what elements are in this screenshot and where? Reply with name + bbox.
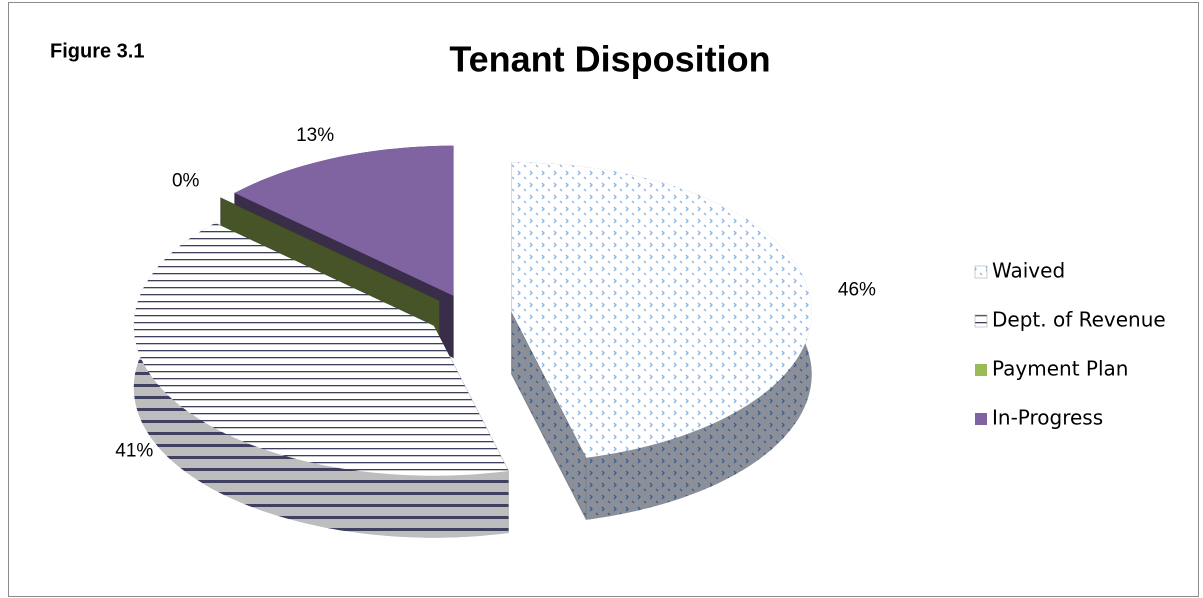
data-label: 13% — [296, 125, 334, 146]
legend-swatch — [974, 314, 988, 328]
slice — [133, 223, 509, 476]
slice — [220, 197, 440, 301]
legend-swatch — [975, 413, 987, 425]
slice — [511, 162, 812, 458]
data-label: 0% — [172, 171, 200, 192]
figure-label: Figure 3.1 — [50, 40, 144, 62]
chart-title: Tenant Disposition — [449, 39, 770, 80]
legend-swatch — [974, 265, 988, 279]
slice-rim — [133, 223, 509, 538]
slice — [234, 145, 454, 296]
legend-label: Payment Plan — [992, 357, 1128, 381]
legend-swatch — [975, 364, 987, 376]
legend-label: Waived — [992, 259, 1065, 283]
legend-label: Dept. of Revenue — [992, 308, 1166, 332]
legend-label: In-Progress — [992, 406, 1103, 430]
data-label: 41% — [115, 440, 153, 461]
data-label: 46% — [838, 280, 876, 301]
